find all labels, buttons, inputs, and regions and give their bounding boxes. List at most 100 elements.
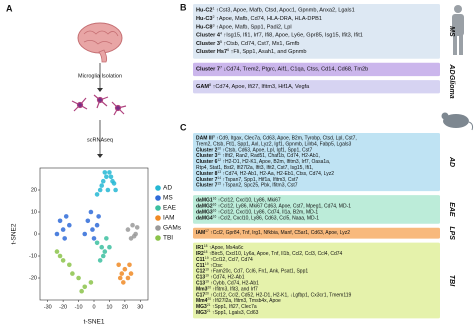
condition-tag: AD xyxy=(448,63,455,74)
cluster-name: Hu-C3 xyxy=(196,16,212,22)
reference: 17 xyxy=(205,229,209,233)
cluster-name: Cluster Hs7 xyxy=(196,50,227,56)
gene-line: IR218 ↑Birc5, Cxcl10, Ly6a, Apoe, Tnf, Il… xyxy=(196,250,343,257)
reference: 1 xyxy=(212,7,214,11)
gene-list: ↑Ccl12, Cxcl10, Ly86, Cd74, Il1a, B2m, M… xyxy=(218,210,319,216)
scatter-point xyxy=(100,178,106,184)
brain-illustration xyxy=(77,22,123,63)
y-tick-label: 20 xyxy=(31,187,37,193)
scatter-point xyxy=(97,258,103,263)
cluster-name: C17 xyxy=(196,293,205,299)
reference: 14 xyxy=(217,176,221,180)
cluster-name: Cluster 4 xyxy=(196,33,221,39)
condition-tag: AD xyxy=(448,156,455,167)
gene-line: Cluster 44 ↑Isg15, Ifi1, Irf7, Ifi8, Apoe… xyxy=(196,32,363,40)
legend-label: IAM xyxy=(163,215,175,222)
scatter-point xyxy=(91,236,97,241)
reference: 16 xyxy=(213,214,217,218)
cluster-name: C13 xyxy=(196,281,205,287)
scatter-point xyxy=(57,218,63,224)
x-tick-label: -20 xyxy=(59,304,67,310)
y-tick-label: -20 xyxy=(29,275,37,281)
reference: 4 xyxy=(220,32,222,36)
gene-line: Hu-C21 ↑Cst3, Apoe, Mafb, Ctsd, Apoc1, Gp… xyxy=(196,7,355,15)
scatter-point xyxy=(63,214,69,219)
gene-list: ↑Ctsb, Cd63, Apoe, Lpl, Igf1, Spp1, Cst7 xyxy=(223,148,313,154)
gene-list: ↑Cd9, Itgax, Clec7a, Cd63, Apoe, B2m, Ty… xyxy=(216,136,357,142)
scatter-point xyxy=(119,271,125,276)
x-axis-label: t-SNE1 xyxy=(84,319,105,326)
x-tick-label: -10 xyxy=(75,304,83,310)
scatter-point xyxy=(82,284,88,290)
gene-line: Cluster 612 ↑H2-D1, H2-K1, Apoe, B2m, Ifi… xyxy=(196,158,330,165)
reference: 19 xyxy=(205,279,209,283)
scatter-point xyxy=(94,240,100,246)
gene-line: IR118 ↑Apoe, Ms4a6c xyxy=(196,244,244,251)
gene-list: Rtp4, Stat1, Bst2, Ifi27l2a, Ifit3, Ifit… xyxy=(196,165,313,171)
gene-list: ↑H2-D1, H2-K1, Apoe, B2m, Ifitm3, Irf7, … xyxy=(223,159,331,165)
reference: 16 xyxy=(213,208,217,212)
scatter-point xyxy=(127,262,132,268)
gene-line: C1720 ↑Ccl12, Ccl2, Cd52, H2-D1, H2-K1, ↓… xyxy=(196,291,352,298)
cluster-name: daMG4 xyxy=(196,216,213,222)
legend-label: EAE xyxy=(163,205,177,212)
cluster-name: daMG3 xyxy=(196,210,213,216)
legend-marker xyxy=(155,235,161,241)
scatter-point xyxy=(96,214,101,219)
scatter-point xyxy=(128,271,134,276)
arrow xyxy=(97,120,103,158)
gene-list: ↓Cd74, Trem2, Ptgrc, Aif1, C1qa, Ctss, C… xyxy=(223,67,368,73)
reference: 20 xyxy=(207,285,211,289)
scatter-point xyxy=(100,253,106,259)
cluster-name: daMG1 xyxy=(196,198,213,204)
scatter-point xyxy=(104,174,109,180)
gene-line: Cluster 77 ↓Cd74, Trem2, Ptgrc, Aif1, C1q… xyxy=(196,65,368,73)
scatter-point xyxy=(130,222,135,228)
gene-line: daMG416 ↑Ccl2, Cxcl10, Ly86, Cd63, Ccl5, … xyxy=(196,214,319,221)
gene-list: ↑Ctsc xyxy=(210,263,223,269)
panel-label: A xyxy=(6,3,13,13)
gene-list: ↑Ccl2, Cxcl10, Ly86, Cd63, Ccl5, Naaa, M… xyxy=(218,216,319,222)
scatter-point xyxy=(90,227,95,232)
scatter-point xyxy=(62,236,67,241)
scatter-point xyxy=(70,271,75,276)
gene-box xyxy=(193,242,440,319)
gene-list: ↑Ccl2, Gpr84, Tnf, Irg1, Nfkbia, Manf, C… xyxy=(210,230,350,236)
y-tick-label: -10 xyxy=(29,253,37,259)
gene-list: ↑Tspan2, Spc25, Pbk, Ifitm3, Cst7 xyxy=(223,183,298,189)
scatter-point xyxy=(107,170,112,175)
cluster-name: Cluster 7 xyxy=(196,67,220,73)
mouse-icon xyxy=(441,112,474,131)
arrow xyxy=(97,63,103,92)
gene-box xyxy=(193,227,440,239)
x-tick-label: -30 xyxy=(44,304,52,310)
condition-tag: LPS xyxy=(448,226,455,240)
y-tick-label: 10 xyxy=(31,209,37,215)
reference: 19 xyxy=(205,273,209,277)
scatter-point xyxy=(116,262,121,268)
cluster-name: DAM III xyxy=(196,136,214,142)
cluster-name: Cluster 7 xyxy=(196,183,218,189)
gene-list: ↑Ccl12, Ccl2, Cd52, H2-D1, H2-K1, ↓Lgfbp… xyxy=(210,293,351,299)
gene-list: Trem2, Ctsb, Ftl1, Spp1, Axl, Lyz2, Igf1… xyxy=(196,142,351,148)
cluster-name: Cluster 3 xyxy=(196,153,218,159)
condition-tag: TBI xyxy=(448,275,455,287)
gene-list: ↑Ccl12, Cxcl10, Ly86, Mki67 xyxy=(218,198,281,204)
gene-line: Mm420 ↑Ifi27l2a, Ifitm3, Tmsb4x, Apoe xyxy=(196,297,281,304)
reference: 18 xyxy=(204,250,208,254)
scatter-point xyxy=(121,280,126,285)
scatter-point xyxy=(102,249,108,254)
gene-list: ↑Apoe, Mafb, Cd74, HLA-DRA, HLA-DPB1 xyxy=(216,16,322,22)
gene-list: ↑Isg15, Ifi1, Irf7, Ifi8, Apoe, Ly6e, Gp… xyxy=(223,33,362,39)
gene-line: C1319 ↑Cybb, Cd74, H2-Ab1 xyxy=(196,279,259,286)
cluster-name: Mm3 xyxy=(196,287,208,293)
scatter-point xyxy=(88,280,94,285)
scatter-point xyxy=(102,170,108,175)
gene-list: ↑Cd74, H2-Ab1, H2-Aa, H2-Eb1, Ctss, Cd74… xyxy=(223,171,335,177)
scatter-point xyxy=(94,192,100,197)
gene-line: C1219 ↑Fam20c, Cd7, Ccl6, Fn1, Ank, Psat1… xyxy=(196,268,308,275)
gene-list: ↑Cst3, Apoe, Mafb, Ctsd, Apoc1, Gpnmb, A… xyxy=(216,8,355,14)
panel-label: B xyxy=(180,2,187,12)
scatter-point xyxy=(108,174,114,180)
